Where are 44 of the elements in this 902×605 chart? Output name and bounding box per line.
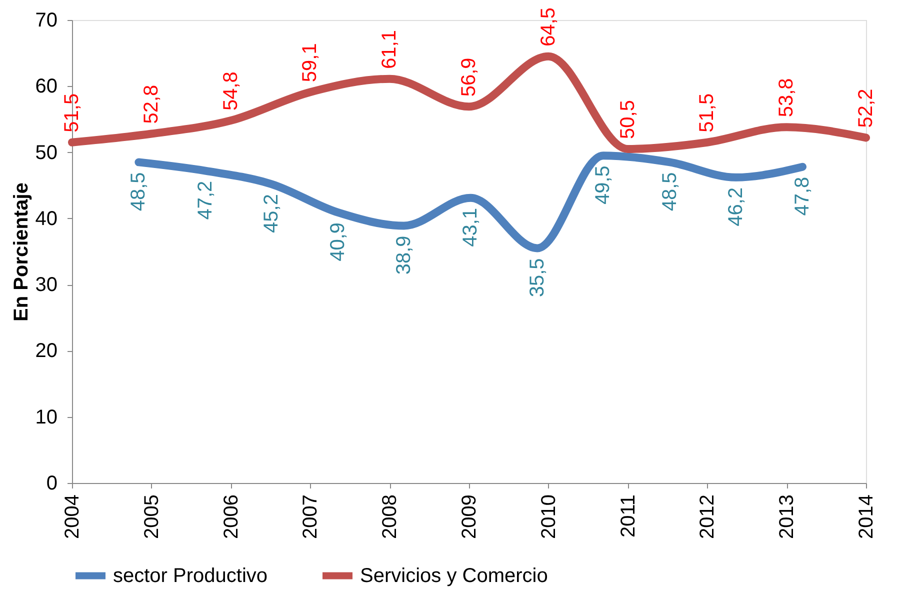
x-tick-label: 2012 [696, 494, 719, 539]
data-label: 52,2 [855, 88, 877, 128]
y-tick-label: 40 [35, 208, 58, 230]
data-label: 46,2 [724, 187, 747, 226]
legend-label: sector Productivo [113, 564, 268, 587]
x-tick-label: 2004 [62, 494, 84, 539]
x-tick-label: 2006 [220, 494, 242, 539]
y-axis-title: En Porcientaje [10, 182, 32, 322]
data-label: 35,5 [526, 258, 548, 298]
data-label: 43,1 [460, 208, 482, 247]
data-label: 50,5 [616, 100, 639, 139]
data-label: 51,5 [61, 93, 83, 132]
data-label: 61,1 [378, 30, 401, 69]
y-tick-label: 10 [35, 406, 58, 428]
y-tick-label: 20 [35, 340, 58, 362]
y-tick-label: 70 [35, 10, 58, 32]
data-label: 48,5 [128, 172, 150, 212]
y-tick-label: 60 [35, 76, 58, 98]
x-tick-label: 2007 [300, 494, 322, 539]
x-tick-label: 2014 [856, 494, 878, 539]
data-label: 51,5 [696, 93, 718, 132]
data-label: 47,2 [194, 180, 216, 220]
data-label: 56,9 [458, 58, 480, 97]
y-tick-label: 0 [46, 472, 58, 494]
x-tick-label: 2009 [458, 494, 480, 539]
data-label: 40,9 [326, 222, 349, 262]
legend-label: Servicios y Comercio [360, 564, 548, 587]
x-tick-label: 2013 [776, 494, 798, 539]
data-label: 52,8 [140, 84, 162, 124]
data-label: 48,5 [658, 172, 681, 212]
data-label: 49,5 [592, 166, 614, 205]
data-label: 59,1 [299, 43, 322, 82]
x-tick-label: 2005 [140, 494, 163, 539]
data-label: 53,8 [776, 78, 798, 118]
x-tick-label: 2010 [538, 494, 560, 539]
data-label: 45,2 [260, 194, 282, 233]
data-label: 54,8 [220, 72, 242, 111]
x-tick-label: 2008 [379, 494, 402, 539]
x-tick-label: 2011 [617, 494, 640, 538]
data-label: 47,8 [791, 176, 814, 216]
y-tick-label: 30 [35, 274, 58, 296]
data-label: 64,5 [537, 7, 560, 46]
data-label: 38,9 [392, 236, 415, 275]
y-tick-label: 50 [35, 142, 58, 164]
